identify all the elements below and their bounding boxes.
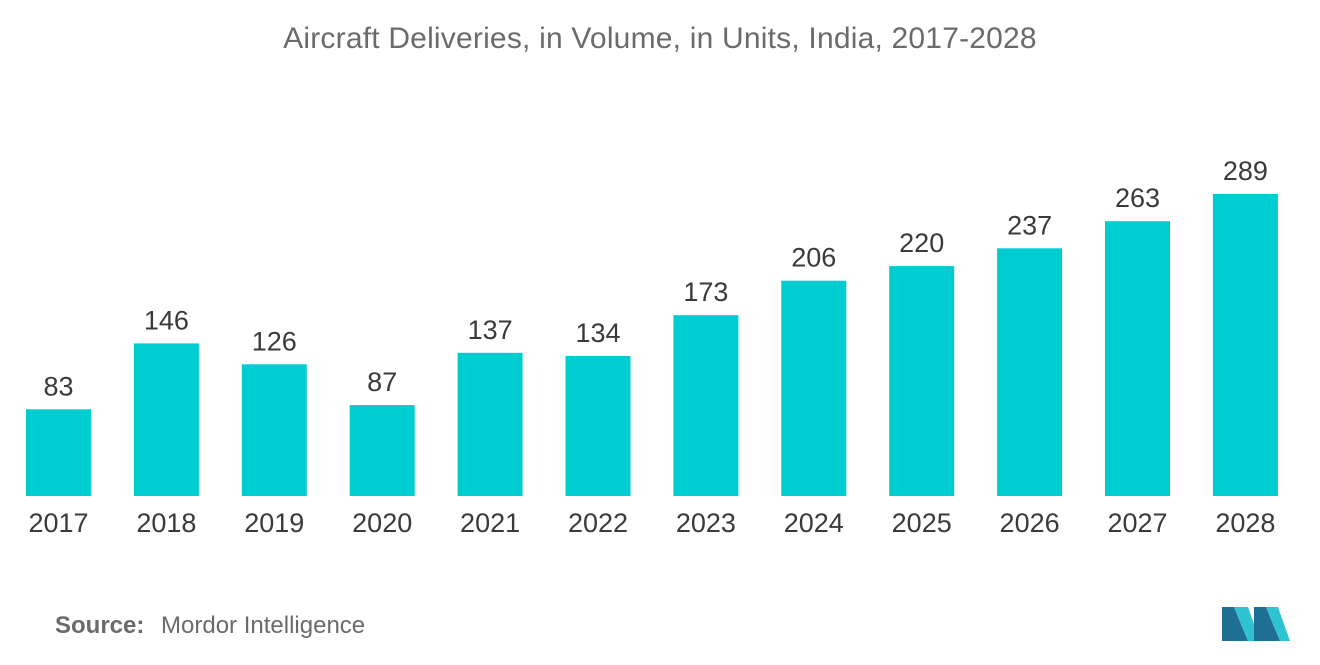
x-tick-label-2027: 2027 <box>1107 508 1167 538</box>
data-label-2025: 220 <box>899 228 944 258</box>
data-label-2019: 126 <box>252 326 297 356</box>
data-label-2024: 206 <box>791 243 836 273</box>
data-label-2021: 137 <box>468 315 513 345</box>
source-label: Source: <box>55 612 145 639</box>
data-label-2028: 289 <box>1223 156 1268 186</box>
x-tick-label-2019: 2019 <box>244 508 304 538</box>
x-tick-label-2023: 2023 <box>676 508 736 538</box>
x-tick-label-2017: 2017 <box>28 508 88 538</box>
x-tick-label-2025: 2025 <box>892 508 952 538</box>
bar-2023 <box>673 315 739 496</box>
source-note: Source: Mordor Intelligence <box>55 612 365 640</box>
data-label-2027: 263 <box>1115 183 1160 213</box>
data-label-2020: 87 <box>367 367 397 397</box>
x-tick-label-2020: 2020 <box>352 508 412 538</box>
data-label-2022: 134 <box>575 318 620 348</box>
bar-2027 <box>1105 221 1170 496</box>
bar-2020 <box>349 405 415 496</box>
x-tick-label-2021: 2021 <box>460 508 520 538</box>
source-value: Mordor Intelligence <box>161 612 366 639</box>
data-label-2018: 146 <box>144 305 189 335</box>
x-tick-label-2028: 2028 <box>1215 508 1275 538</box>
bar-2022 <box>565 356 631 496</box>
bar-2021 <box>457 352 523 496</box>
bar-2026 <box>997 248 1063 496</box>
bar-2018 <box>133 343 199 496</box>
mordor-intelligence-logo-icon <box>1222 607 1290 641</box>
data-label-2017: 83 <box>43 371 73 401</box>
x-tick-label-2018: 2018 <box>136 508 196 538</box>
data-label-2026: 237 <box>1007 210 1052 240</box>
x-tick-label-2022: 2022 <box>568 508 628 538</box>
x-tick-label-2026: 2026 <box>1000 508 1060 538</box>
chart-title: Aircraft Deliveries, in Volume, in Units… <box>283 22 1037 55</box>
bar-2025 <box>889 266 955 496</box>
bar-2024 <box>781 280 847 496</box>
x-tick-label-2024: 2024 <box>784 508 844 538</box>
bar-2017 <box>26 409 91 496</box>
data-label-2023: 173 <box>683 277 728 307</box>
bar-2028 <box>1212 194 1278 496</box>
bar-2019 <box>241 364 307 496</box>
